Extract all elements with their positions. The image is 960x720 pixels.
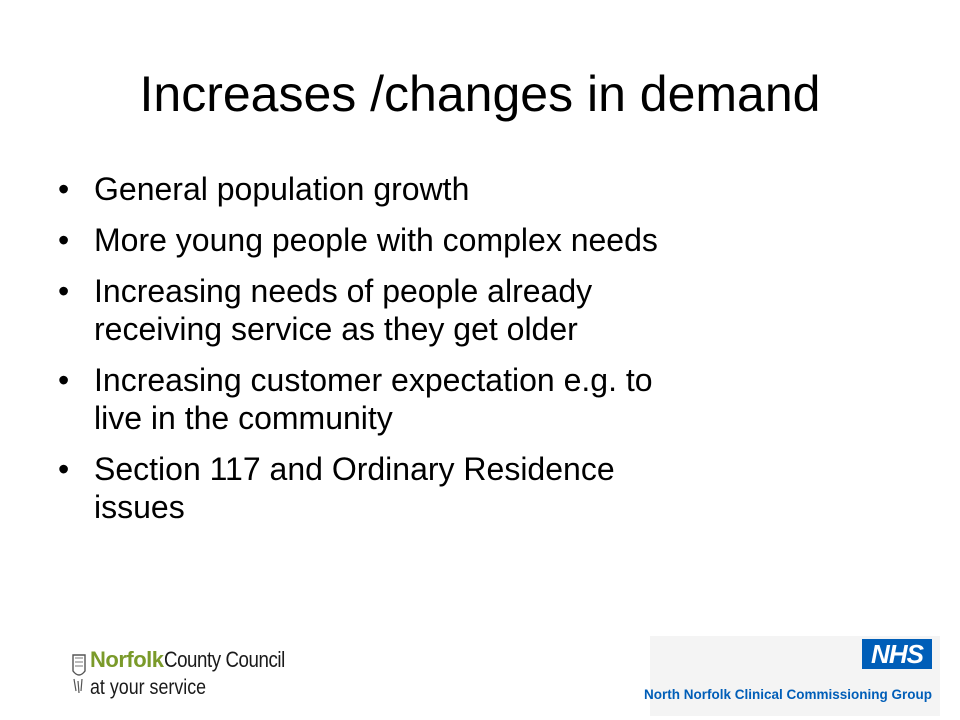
bullet-text: Increasing needs of people already receiv… [94, 273, 593, 347]
bullet-item: • Increasing needs of people already rece… [58, 272, 888, 348]
bullet-item: • More young people with complex needs [58, 221, 888, 259]
slide-title: Increases /changes in demand [139, 66, 821, 122]
ncc-name: Norfolk County Council [90, 647, 306, 673]
bullet-text: Section 117 and Ordinary Residence issues [94, 451, 615, 525]
bullet-list: • General population growth • More young… [58, 170, 888, 539]
bullet-dot: • [58, 171, 70, 207]
bullet-text: General population growth [94, 171, 470, 207]
bullet-dot: • [58, 273, 70, 309]
bullet-text: More young people with complex needs [94, 222, 658, 258]
bullet-dot: • [58, 222, 70, 258]
bullet-dot: • [58, 451, 70, 487]
ncc-brand: Norfolk [90, 647, 164, 672]
norfolk-county-council-logo: Norfolk County Council at your service [70, 645, 285, 707]
bullet-item: • Increasing customer expectation e.g. t… [58, 361, 888, 437]
bullet-text: Increasing customer expectation e.g. to l… [94, 362, 653, 436]
bullet-dot: • [58, 362, 70, 398]
bullet-item: • Section 117 and Ordinary Residence issu… [58, 450, 888, 526]
nhs-badge: NHS [862, 639, 932, 669]
ncc-tagline: at your service [90, 676, 207, 699]
council-crest-icon [72, 654, 86, 694]
nhs-logo: NHS North Norfolk Clinical Commissioning… [644, 636, 940, 716]
bullet-item: • General population growth [58, 170, 888, 208]
nhs-organisation-name: North Norfolk Clinical Commissioning Gro… [643, 687, 932, 702]
ncc-brand-suffix: County Council [163, 647, 285, 672]
